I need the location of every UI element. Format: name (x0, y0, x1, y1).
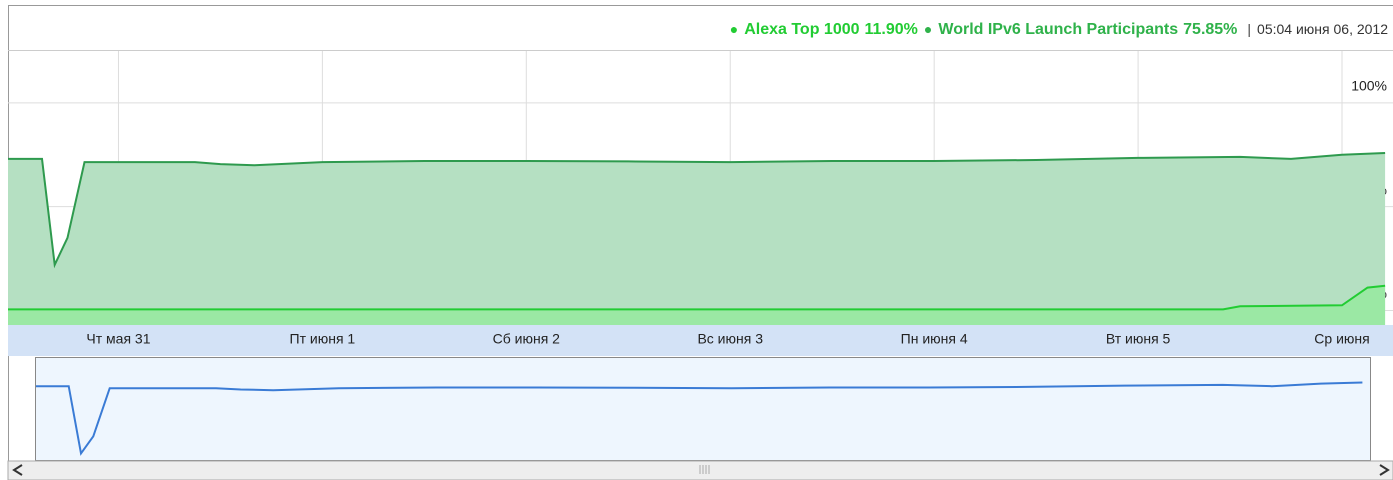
scroll-left[interactable] (12, 464, 23, 476)
x-tick-label: Пт июня 1 (290, 331, 356, 347)
overview (35, 357, 1371, 461)
x-tick-label: Ср июня (1314, 331, 1369, 347)
series-line (8, 152, 1386, 269)
legend-name: Alexa Top 1000 (744, 21, 859, 38)
scroll-grip[interactable] (699, 465, 710, 474)
x-tick-label: Чт мая 31 (86, 331, 150, 347)
legend-name: World IPv6 Launch Participants (938, 21, 1178, 38)
x-tick-label: Пн июня 4 (901, 331, 968, 347)
overview-line (36, 381, 1363, 456)
legend-value: 11.90% (865, 21, 918, 38)
current-time: 05:04 июня 06, 2012 (1257, 21, 1388, 37)
area-fill (8, 285, 1386, 325)
scroll-right[interactable] (1379, 464, 1390, 476)
legend-dot: ● (730, 21, 738, 37)
series-line (8, 284, 1386, 311)
area-fill (8, 153, 1386, 325)
legend-separator: | (1247, 21, 1251, 37)
x-tick-label: Вт июня 5 (1106, 331, 1171, 347)
legend-dot: ● (924, 21, 932, 37)
legend: ● Alexa Top 1000 11.90% ● World IPv6 Launch … (730, 21, 1388, 39)
x-tick-label: Сб июня 2 (493, 331, 561, 347)
y-tick-label: 100% (1351, 78, 1387, 94)
x-axis-band (8, 325, 1393, 356)
legend-value: 75.85% (1183, 21, 1237, 38)
x-tick-label: Вс июня 3 (697, 331, 763, 347)
